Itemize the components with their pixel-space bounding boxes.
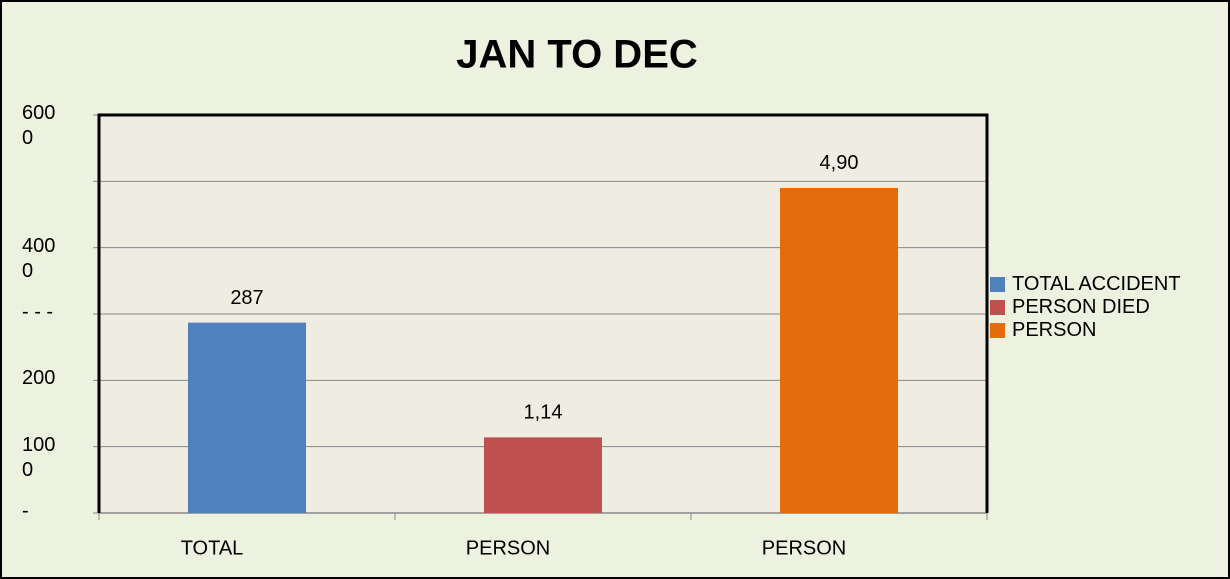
legend-swatch — [990, 323, 1005, 338]
legend-label: PERSON — [1012, 319, 1097, 341]
x-tick-label: PERSON — [466, 537, 550, 559]
x-tick-label: TOTAL — [181, 537, 244, 559]
legend-swatch — [990, 300, 1005, 315]
data-label: 287 — [230, 287, 263, 309]
y-tick-label: - - - — [22, 301, 54, 323]
y-tick-label: 6000 — [22, 102, 56, 149]
legend-label: PERSON DIED — [1012, 296, 1150, 318]
y-tick-label: 200 — [22, 367, 56, 390]
data-label: 4,90 — [820, 152, 859, 174]
y-tick-label: 1000 — [22, 433, 56, 481]
legend-swatch — [990, 277, 1005, 292]
legend-label: TOTAL ACCIDENT — [1012, 273, 1181, 295]
x-tick-label: PERSON — [762, 537, 846, 559]
y-tick-label: - — [22, 500, 29, 522]
chart-title: JAN TO DEC — [456, 33, 698, 77]
legend-item: PERSON — [988, 318, 1203, 343]
bar — [188, 322, 306, 513]
legend-item: TOTAL ACCIDENT — [988, 272, 1203, 297]
plot-border — [97, 113, 989, 513]
data-label: 1,14 — [524, 402, 563, 424]
legend: TOTAL ACCIDENT PERSON DIED PERSON — [988, 272, 1203, 398]
bar — [780, 187, 898, 513]
bar — [484, 437, 602, 513]
legend-item: PERSON DIED — [988, 295, 1203, 320]
y-tick-label: 4000 — [22, 234, 56, 282]
